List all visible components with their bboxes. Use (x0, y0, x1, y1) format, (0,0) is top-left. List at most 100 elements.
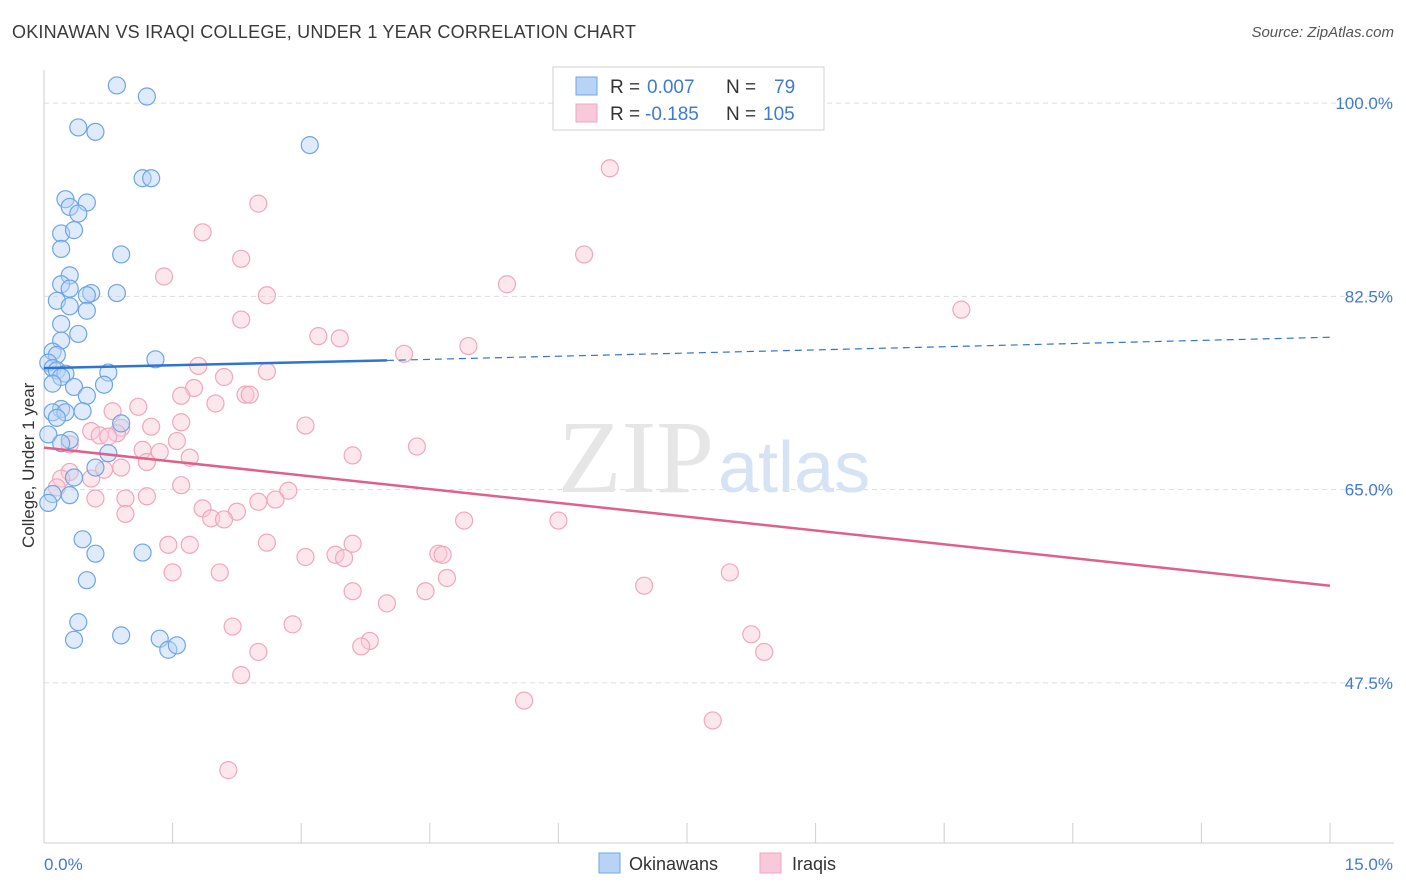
data-point (257, 533, 277, 552)
data-point (952, 300, 971, 319)
data-point (742, 625, 761, 644)
data-point (437, 568, 457, 588)
data-point (163, 563, 182, 582)
data-point (755, 642, 774, 662)
data-point (454, 511, 474, 530)
data-point (82, 422, 101, 441)
data-point (249, 642, 268, 662)
data-point (69, 613, 88, 632)
legend-n-label: N = (726, 104, 756, 125)
y-tick-label: 100.0% (1335, 94, 1393, 113)
data-point (159, 640, 178, 659)
bottom-legend-okinawans: Okinawans (629, 854, 718, 874)
data-point (64, 221, 84, 240)
data-point (193, 223, 212, 242)
watermark-atlas: atlas (718, 428, 870, 508)
data-point (39, 425, 58, 444)
data-point (69, 118, 88, 137)
data-point (52, 469, 71, 488)
data-point (240, 385, 259, 404)
data-point (459, 336, 478, 356)
data-point (279, 481, 298, 500)
y-tick-label: 47.5% (1345, 674, 1393, 693)
data-point (167, 636, 186, 655)
data-point (112, 626, 131, 645)
data-point (77, 386, 96, 405)
x-tick-labels: 0.0% 15.0% (44, 855, 1393, 874)
data-point (172, 476, 191, 495)
data-point (99, 363, 118, 382)
data-point (257, 286, 277, 305)
data-point (515, 691, 534, 710)
data-point (214, 510, 234, 529)
chart-source: Source: ZipAtlas.com (1251, 24, 1394, 41)
data-point (146, 350, 165, 369)
data-point (73, 402, 92, 421)
data-point (236, 385, 255, 404)
data-point (133, 543, 152, 562)
data-point (112, 458, 131, 477)
y-tick-label: 65.0% (1345, 481, 1393, 500)
data-point (394, 344, 414, 363)
data-point (52, 314, 71, 334)
data-point (107, 76, 126, 95)
x-tick-label: 0.0% (44, 855, 83, 874)
data-point (497, 275, 517, 294)
data-point (330, 329, 349, 348)
data-point (86, 544, 105, 563)
okinawans-trend-extension (386, 336, 1331, 362)
data-point (219, 761, 238, 780)
data-point (142, 169, 161, 188)
data-point (416, 582, 435, 601)
data-point (154, 267, 174, 286)
data-point (206, 394, 225, 413)
data-point (60, 279, 79, 298)
data-point (334, 548, 354, 568)
chart-title: OKINAWAN VS IRAQI COLLEGE, UNDER 1 YEAR … (12, 22, 637, 42)
data-point (296, 547, 315, 567)
legend-n-iraqis: 105 (763, 104, 795, 125)
legend-swatch-iraqis (575, 103, 598, 123)
data-point (52, 275, 71, 294)
data-point (703, 711, 722, 730)
data-point (407, 437, 427, 456)
y-tick-label: 82.5% (1345, 287, 1393, 306)
data-point (720, 563, 739, 582)
legend-swatch-okinawans (575, 76, 598, 96)
data-point (47, 408, 66, 427)
data-point (249, 194, 268, 213)
data-point (343, 446, 362, 465)
series-legend: Okinawans Iraqis (598, 852, 836, 874)
data-point (249, 492, 268, 511)
data-point (112, 414, 131, 433)
legend-r-iraqis: -0.185 (645, 104, 699, 125)
data-point (309, 327, 328, 346)
data-point (86, 489, 105, 508)
data-point (257, 362, 277, 381)
data-point (60, 486, 79, 505)
data-point (107, 283, 126, 303)
data-point (60, 297, 79, 316)
bottom-legend-swatch-okinawans (598, 852, 621, 874)
data-point (549, 511, 568, 530)
data-point (39, 493, 58, 512)
data-point (129, 397, 148, 416)
data-point (77, 571, 96, 590)
data-point (64, 377, 84, 397)
data-point (214, 367, 234, 387)
legend-r-okinawans: 0.007 (647, 77, 695, 98)
x-tick-label: 15.0% (1345, 855, 1393, 874)
data-point (296, 416, 315, 435)
y-tick-labels: 100.0% 82.5% 65.0% 47.5% (1335, 94, 1393, 693)
data-point (137, 452, 156, 472)
data-point (69, 204, 88, 223)
data-point (635, 576, 654, 595)
data-point (283, 615, 302, 634)
stats-legend: R = 0.007 N = 79 R = -0.185 N = 105 (552, 66, 825, 131)
data-point (73, 530, 92, 549)
data-point (69, 324, 88, 344)
data-point (52, 434, 71, 453)
data-point (77, 286, 96, 305)
data-point (86, 458, 105, 477)
data-point (99, 427, 118, 446)
